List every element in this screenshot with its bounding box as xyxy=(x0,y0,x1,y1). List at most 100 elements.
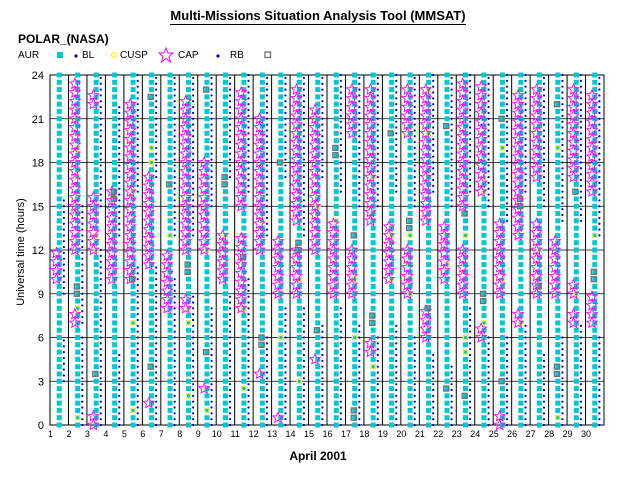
cap-marker xyxy=(456,173,470,186)
aur-marker xyxy=(536,371,542,377)
bl-marker xyxy=(210,377,213,380)
aur-marker xyxy=(204,130,210,136)
bl-marker xyxy=(99,123,102,126)
bl-marker xyxy=(136,394,139,397)
aur-marker xyxy=(186,415,191,421)
aur-marker xyxy=(278,167,284,173)
bl-marker xyxy=(339,143,342,147)
cap-marker xyxy=(382,246,396,259)
aur-marker xyxy=(278,79,284,85)
bl-marker xyxy=(62,205,65,208)
bl-marker xyxy=(210,164,213,167)
bl-marker xyxy=(247,184,250,187)
aur-marker xyxy=(75,415,81,421)
bl-marker xyxy=(118,234,121,237)
bl-marker xyxy=(542,412,546,415)
bl-marker xyxy=(432,120,435,123)
aur-marker xyxy=(426,189,432,195)
bl-marker xyxy=(487,170,490,173)
aur-marker xyxy=(204,400,210,406)
bl-marker xyxy=(247,143,250,147)
aur-marker xyxy=(444,298,450,304)
bl-marker xyxy=(339,79,342,82)
aur-marker xyxy=(167,87,173,93)
aur-marker xyxy=(573,247,579,253)
bl-marker xyxy=(376,371,379,374)
bl-marker xyxy=(450,140,453,144)
bl-marker xyxy=(376,199,379,202)
bl-marker xyxy=(81,394,84,397)
bl-marker xyxy=(247,161,250,164)
bl-marker xyxy=(376,205,379,208)
aur-marker xyxy=(499,108,505,114)
bl-marker xyxy=(579,167,583,170)
aur-marker xyxy=(536,356,542,362)
bl-marker xyxy=(413,377,416,380)
aur-marker xyxy=(352,254,358,260)
bl-marker xyxy=(579,336,583,339)
aur-marker xyxy=(518,422,524,428)
bl-marker xyxy=(99,324,102,327)
aur-marker xyxy=(278,87,284,93)
aur-marker xyxy=(296,415,302,421)
aur-marker xyxy=(573,218,579,224)
aur-marker xyxy=(499,152,505,158)
bl-marker xyxy=(99,377,102,380)
aur-marker xyxy=(555,356,561,362)
bl-marker xyxy=(413,199,416,202)
aur-marker xyxy=(167,218,173,224)
bl-marker xyxy=(155,289,158,292)
bl-marker xyxy=(192,152,195,155)
aur-marker xyxy=(444,422,450,428)
aur-marker xyxy=(463,415,468,421)
bl-marker xyxy=(228,406,232,409)
bl-marker xyxy=(228,175,232,179)
cap-marker xyxy=(456,278,470,291)
aur-marker xyxy=(573,262,579,268)
aur-marker xyxy=(296,101,302,107)
aur-marker xyxy=(56,152,62,158)
cap-marker xyxy=(382,228,396,241)
aur-marker xyxy=(204,79,210,85)
bl-marker xyxy=(524,353,527,357)
bl-marker xyxy=(321,336,324,339)
bl-marker xyxy=(395,190,398,193)
aur-marker xyxy=(167,160,173,165)
aur-marker xyxy=(315,364,321,370)
bl-marker xyxy=(136,406,139,409)
aur-marker xyxy=(315,407,321,413)
cap-marker xyxy=(123,193,137,206)
cap-marker xyxy=(105,272,119,285)
aur-marker xyxy=(573,298,579,304)
bl-marker xyxy=(247,126,250,129)
bl-marker xyxy=(469,365,472,368)
bl-marker xyxy=(413,205,416,208)
aur-marker xyxy=(167,386,173,392)
cap-marker xyxy=(290,196,303,209)
aur-marker xyxy=(167,342,173,348)
bl-marker xyxy=(321,383,324,386)
aur-marker xyxy=(56,72,62,78)
aur-marker xyxy=(167,371,173,377)
aur-marker xyxy=(278,313,284,319)
cap-marker xyxy=(456,260,470,273)
aur-marker xyxy=(481,276,487,282)
bl-marker xyxy=(450,400,453,403)
aur-marker xyxy=(407,196,413,202)
aur-marker xyxy=(407,313,413,319)
bl-marker xyxy=(62,199,65,202)
bl-marker xyxy=(173,359,176,362)
aur-marker xyxy=(444,400,450,406)
aur-marker xyxy=(333,189,339,195)
aur-marker xyxy=(75,174,81,180)
aur-marker xyxy=(389,393,395,399)
bl-marker xyxy=(579,79,583,82)
aur-marker xyxy=(555,160,561,165)
bl-marker xyxy=(450,170,453,173)
bl-marker xyxy=(505,184,509,187)
bl-marker xyxy=(598,348,601,351)
aur-marker xyxy=(518,240,524,246)
bl-marker xyxy=(321,76,324,80)
bl-marker xyxy=(561,394,564,397)
bl-marker xyxy=(302,140,306,144)
